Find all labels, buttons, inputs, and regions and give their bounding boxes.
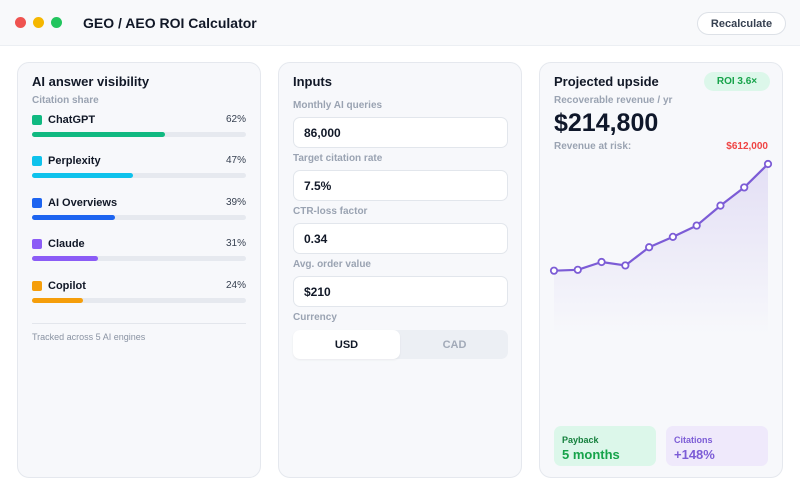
recoverable-revenue-label: Recoverable revenue / yr [554,95,673,106]
engine-share-fill [32,256,99,261]
engine-name: Claude [48,238,85,250]
engine-color-swatch [32,239,42,249]
engine-share-bar [32,215,246,220]
chart-point [549,266,559,275]
citations-label: Citations [674,435,713,445]
recalculate-button[interactable]: Recalculate [697,12,786,35]
inputs-title: Inputs [293,74,332,89]
payback-stat: Payback 5 months [554,426,656,466]
visibility-divider [32,323,246,324]
engine-share-value: 62% [225,114,246,125]
chart-series-line [552,162,770,272]
upside-card: Projected upside ROI 3.6× Recoverable re… [539,62,783,478]
window-titlebar: GEO / AEO ROI Calculator Recalculate [0,0,800,46]
engine-row-claude: Claude 31% [32,238,246,262]
currency-option-cad[interactable]: CAD [401,330,508,359]
engine-share-bar [32,173,246,178]
recoverable-revenue-value: $214,800 [554,109,659,137]
engine-share-value: 47% [225,155,246,166]
currency-toggle: USD CAD [293,330,508,359]
inputs-card: Inputs Monthly AI queries Target citatio… [278,62,522,478]
visibility-card: AI answer visibility Citation share Chat… [17,62,261,478]
tracked-engines-note: Tracked across 5 AI engines [32,332,146,342]
chart-point [763,159,773,169]
chart-point [740,183,749,192]
close-window-icon[interactable] [15,17,26,28]
chart-point [716,201,725,210]
visibility-title: AI answer visibility [32,74,150,89]
engine-share-value: 39% [225,197,246,208]
payback-label: Payback [562,435,599,445]
citations-value: +148% [674,447,715,462]
engine-share-fill [32,173,133,178]
engine-color-swatch [32,156,42,166]
engine-row-copilot: Copilot 24% [32,280,246,304]
engine-name: Copilot [48,280,86,292]
upside-line-chart [549,159,773,335]
chart-point [573,265,582,274]
engine-row-chatgpt: ChatGPT 62% [32,114,246,138]
order-value-label: Avg. order value [293,259,371,270]
chart-point [668,232,677,241]
engine-share-value: 31% [225,238,246,249]
citation-share-label: Citation share [32,95,99,106]
engine-share-value: 24% [225,280,246,291]
engine-share-bar [32,256,246,261]
engine-name: ChatGPT [48,114,96,126]
upside-title: Projected upside [554,74,659,89]
chart-point [597,257,606,267]
engine-share-fill [32,132,165,137]
ctr-loss-label: CTR-loss factor [293,206,368,217]
chart-point [692,221,701,230]
engine-color-swatch [32,198,42,208]
engine-share-bar [32,132,246,137]
revenue-at-risk-label: Revenue at risk: [554,141,632,152]
order-value-input[interactable] [293,276,508,307]
engine-name: Perplexity [48,155,101,167]
engine-color-swatch [32,281,42,291]
chart-point [621,261,630,270]
app-title: GEO / AEO ROI Calculator [83,15,257,31]
engine-share-fill [32,298,84,303]
citations-stat: Citations +148% [666,426,768,466]
engine-name: AI Overviews [48,197,118,209]
revenue-at-risk-value: $612,000 [726,141,768,152]
minimize-window-icon[interactable] [33,17,44,28]
payback-value: 5 months [562,447,620,462]
roi-badge: ROI 3.6× [704,72,770,91]
engine-row-perplexity: Perplexity 47% [32,155,246,179]
engine-share-bar [32,298,246,303]
citation-rate-input[interactable] [293,170,508,201]
ctr-loss-input[interactable] [293,223,508,254]
monthly-queries-label: Monthly AI queries [293,100,383,111]
chart-point [645,243,654,252]
currency-option-usd[interactable]: USD [293,330,400,359]
engine-row-ai-overviews: AI Overviews 39% [32,197,246,221]
chart-area-fill [554,164,768,335]
maximize-window-icon[interactable] [51,17,62,28]
engine-color-swatch [32,115,42,125]
citation-rate-label: Target citation rate [293,153,383,164]
engine-share-fill [32,215,116,220]
currency-label: Currency [293,312,337,323]
monthly-queries-input[interactable] [293,117,508,148]
